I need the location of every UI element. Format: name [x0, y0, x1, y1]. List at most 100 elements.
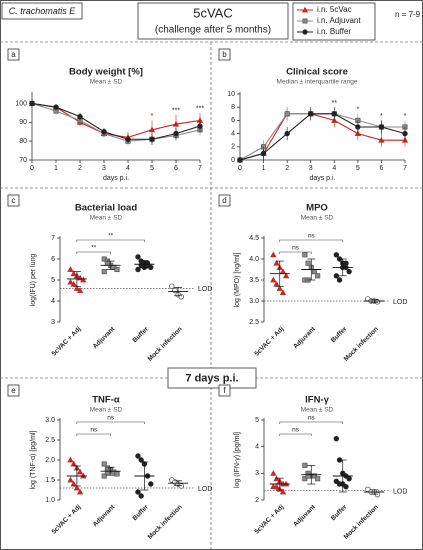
x-tick-label: Buffer	[330, 503, 349, 522]
bracket	[76, 433, 111, 436]
x-tick-label: Adjuvant	[92, 325, 117, 350]
bracket	[279, 239, 344, 242]
marker	[101, 269, 107, 275]
y-tick-label: 10	[227, 91, 235, 98]
x-tick-label: 5cVAC + Adj	[51, 326, 83, 358]
marker	[73, 285, 81, 291]
y-tick-label: 2	[231, 144, 235, 151]
marker	[29, 100, 35, 107]
marker	[282, 272, 290, 279]
panel-subtitle: Mean ± SD	[301, 407, 334, 414]
panel-label: d	[222, 196, 226, 205]
y-axis-label: log(IFU) per lung	[30, 254, 37, 307]
marker	[169, 283, 175, 289]
marker	[378, 136, 385, 143]
marker	[67, 266, 74, 272]
marker	[197, 123, 203, 129]
panel-label: b	[222, 50, 227, 59]
panel-subtitle: Mean ± SD	[90, 215, 123, 222]
lod-label: LOD	[198, 286, 212, 293]
x-tick-label: 3	[102, 165, 106, 172]
y-tick-label: 4	[51, 298, 55, 305]
marker	[279, 289, 287, 296]
marker	[148, 264, 154, 271]
bracket-label: **	[108, 233, 114, 240]
y-tick-label: 8	[231, 104, 235, 111]
marker	[73, 484, 81, 491]
marker	[333, 252, 340, 258]
marker	[378, 124, 385, 130]
panel-label-box	[218, 48, 231, 61]
marker	[104, 469, 110, 475]
marker	[135, 453, 141, 459]
marker	[148, 126, 156, 133]
x-tick-label: 3	[309, 165, 313, 172]
y-axis-label: log (MPO) [ng/ml]	[234, 253, 241, 308]
marker	[172, 287, 178, 294]
x-tick-label: 6	[174, 165, 178, 172]
marker	[135, 489, 141, 495]
x-tick-label: 5cVAC + Adj	[253, 504, 285, 536]
x-tick-label: Mock infection	[147, 504, 184, 541]
y-tick-label: 4	[255, 444, 259, 451]
x-tick-label: Mock infection	[343, 504, 380, 541]
marker	[374, 299, 381, 305]
marker	[125, 136, 131, 142]
marker	[374, 491, 381, 498]
y-tick-label: 1.5	[45, 477, 55, 484]
marker	[315, 476, 321, 482]
marker	[355, 124, 361, 130]
strain: C. trachomatis E	[9, 6, 77, 16]
marker	[402, 130, 408, 137]
y-tick-label: 3.0	[249, 298, 259, 305]
x-axis-label: days p.i.	[309, 175, 335, 182]
y-tick-label: 4	[231, 130, 235, 137]
marker	[302, 252, 308, 258]
x-tick-label: 5cVAC + Adj	[51, 504, 83, 536]
marker	[305, 260, 311, 266]
x-tick-label: 5cVAC + Adj	[253, 326, 285, 358]
panel-title: MPO	[306, 203, 328, 214]
panel-title: Body weight [%]	[69, 67, 143, 78]
bracket-label: ns	[308, 233, 316, 240]
marker	[138, 457, 144, 463]
marker	[331, 111, 337, 117]
marker	[53, 104, 59, 110]
marker	[343, 483, 349, 490]
y-tick-label: 6	[231, 117, 235, 124]
x-tick-label: 6	[379, 165, 383, 172]
title-box	[137, 2, 289, 40]
x-tick-label: 2	[285, 165, 289, 172]
legend-label: i.n. Buffer	[317, 27, 351, 36]
marker	[284, 111, 290, 117]
marker	[67, 456, 74, 463]
x-tick-label: 1	[262, 165, 266, 172]
marker	[77, 113, 83, 120]
x-tick-label: 5	[150, 165, 154, 172]
y-tick-label: 3	[51, 319, 55, 326]
marker	[270, 251, 277, 258]
y-tick-label: 2.5	[45, 437, 55, 444]
marker	[305, 473, 311, 479]
panel-label-box	[218, 194, 231, 207]
bracket-label: ns	[292, 427, 300, 434]
marker	[346, 268, 352, 275]
series-line	[239, 113, 406, 161]
panel-label: f	[223, 386, 226, 395]
marker	[260, 150, 267, 157]
marker	[135, 266, 141, 273]
bracket	[76, 421, 145, 424]
marker	[270, 470, 277, 476]
lod-label: LOD	[393, 299, 407, 306]
significance: *	[356, 107, 359, 114]
significance: *	[151, 113, 154, 120]
legend-marker	[302, 29, 308, 35]
title: 5cVAC	[193, 5, 233, 20]
marker	[149, 136, 155, 142]
marker	[333, 435, 340, 442]
panel-label-box	[7, 384, 20, 397]
bracket	[76, 239, 145, 242]
series-line	[31, 102, 201, 140]
bracket	[279, 433, 312, 436]
y-tick-label: 3.0	[45, 417, 55, 424]
